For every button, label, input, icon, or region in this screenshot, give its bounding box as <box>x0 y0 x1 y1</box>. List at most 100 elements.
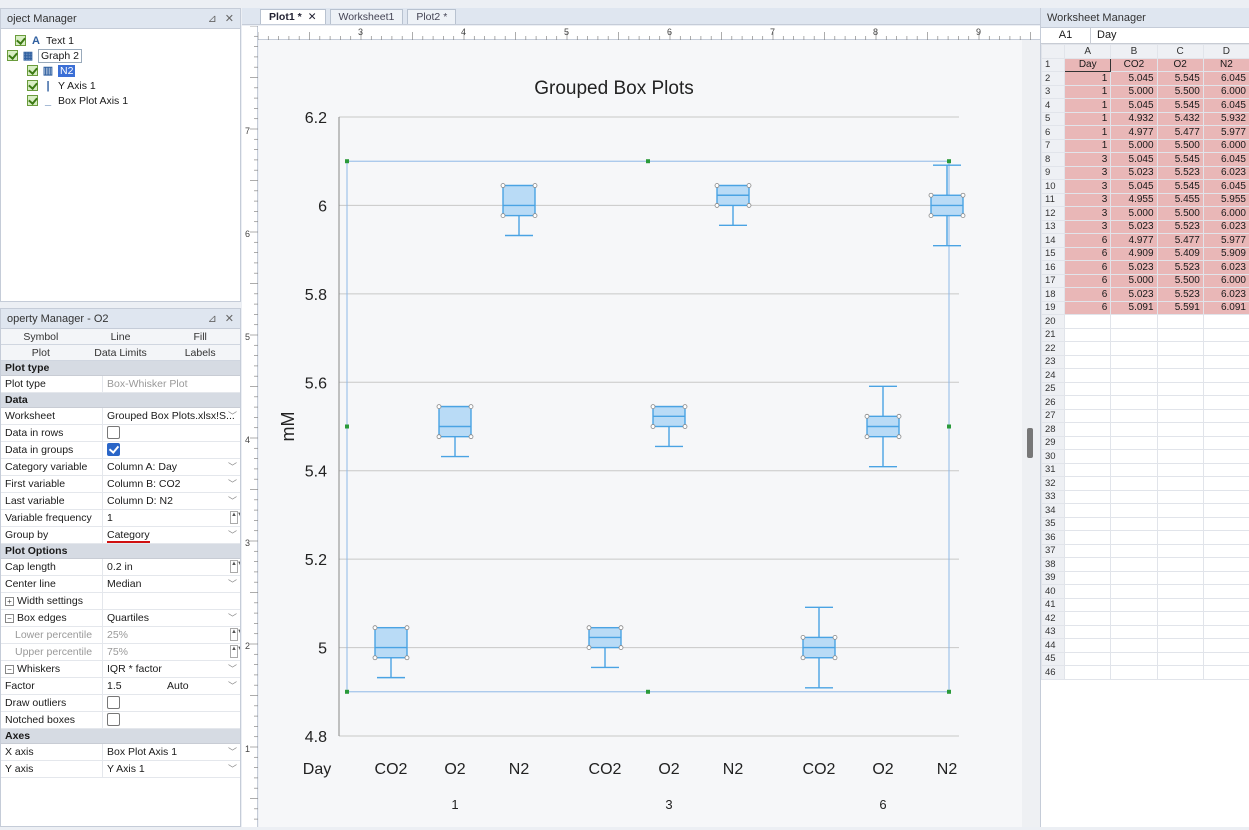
table-cell[interactable]: 4.932 <box>1111 112 1157 126</box>
property-value[interactable] <box>103 425 240 441</box>
table-cell[interactable] <box>1203 355 1249 369</box>
row-number[interactable]: 13 <box>1042 220 1065 234</box>
table-cell[interactable] <box>1157 450 1203 464</box>
table-cell[interactable]: 5.091 <box>1111 301 1157 315</box>
table-cell[interactable] <box>1111 328 1157 342</box>
table-cell[interactable]: O2 <box>1157 58 1203 72</box>
row-number[interactable]: 8 <box>1042 153 1065 167</box>
table-cell[interactable] <box>1065 423 1111 437</box>
row-number[interactable]: 43 <box>1042 625 1065 639</box>
table-cell[interactable]: N2 <box>1203 58 1249 72</box>
checkbox[interactable] <box>107 696 120 709</box>
table-cell[interactable] <box>1111 396 1157 410</box>
cell-value[interactable]: Day <box>1091 28 1117 43</box>
spinner-icon[interactable]: ▲▼ <box>230 628 238 641</box>
table-cell[interactable] <box>1203 463 1249 477</box>
table-cell[interactable] <box>1065 409 1111 423</box>
chevron-down-icon[interactable]: ﹀ <box>228 408 237 424</box>
table-cell[interactable]: 5.545 <box>1157 99 1203 113</box>
table-cell[interactable] <box>1157 315 1203 329</box>
table-cell[interactable] <box>1157 504 1203 518</box>
document-tab[interactable]: Plot1 *✕ <box>260 9 326 24</box>
row-number[interactable]: 23 <box>1042 355 1065 369</box>
table-cell[interactable] <box>1157 463 1203 477</box>
checkbox[interactable] <box>107 443 120 456</box>
cell-address[interactable]: A1 <box>1041 28 1091 43</box>
table-cell[interactable] <box>1111 490 1157 504</box>
row-number[interactable]: 19 <box>1042 301 1065 315</box>
row-number[interactable]: 5 <box>1042 112 1065 126</box>
box-plot-N2-day-1[interactable] <box>501 184 537 236</box>
table-cell[interactable] <box>1111 558 1157 572</box>
selection-handle[interactable] <box>947 425 951 429</box>
row-number[interactable]: 37 <box>1042 544 1065 558</box>
table-cell[interactable] <box>1065 328 1111 342</box>
row-number[interactable]: 3 <box>1042 85 1065 99</box>
table-cell[interactable] <box>1157 517 1203 531</box>
table-cell[interactable]: 5.023 <box>1111 220 1157 234</box>
property-value[interactable]: Y Axis 1﹀ <box>103 761 240 777</box>
row-number[interactable]: 40 <box>1042 585 1065 599</box>
tree-item[interactable]: |Y Axis 1 <box>1 78 240 93</box>
table-cell[interactable] <box>1203 382 1249 396</box>
row-number[interactable]: 27 <box>1042 409 1065 423</box>
table-cell[interactable] <box>1203 396 1249 410</box>
row-number[interactable]: 39 <box>1042 571 1065 585</box>
table-cell[interactable]: 6 <box>1065 261 1111 275</box>
property-value[interactable]: 1▲▼ <box>103 510 240 526</box>
property-value[interactable]: Box-Whisker Plot <box>103 376 240 392</box>
table-cell[interactable] <box>1203 450 1249 464</box>
table-cell[interactable] <box>1203 409 1249 423</box>
table-cell[interactable]: 5.591 <box>1157 301 1203 315</box>
table-cell[interactable] <box>1157 544 1203 558</box>
box-plot-CO2-day-1[interactable] <box>373 626 409 678</box>
property-tab[interactable]: Symbol <box>1 329 81 344</box>
table-cell[interactable] <box>1065 382 1111 396</box>
table-cell[interactable] <box>1203 585 1249 599</box>
chevron-down-icon[interactable]: ﹀ <box>228 527 237 543</box>
table-cell[interactable] <box>1065 450 1111 464</box>
chevron-down-icon[interactable]: ﹀ <box>228 744 237 760</box>
table-cell[interactable] <box>1157 436 1203 450</box>
property-row[interactable]: Data in rows <box>1 425 240 442</box>
close-icon[interactable]: ✕ <box>225 12 234 25</box>
visibility-checkbox-icon[interactable] <box>27 95 38 106</box>
row-number[interactable]: 2 <box>1042 72 1065 86</box>
row-number[interactable]: 26 <box>1042 396 1065 410</box>
table-cell[interactable] <box>1065 571 1111 585</box>
table-cell[interactable] <box>1065 639 1111 653</box>
table-cell[interactable]: 5.500 <box>1157 139 1203 153</box>
chevron-down-icon[interactable]: ﹀ <box>228 459 237 475</box>
spinner-icon[interactable]: ▲▼ <box>230 511 238 524</box>
table-cell[interactable] <box>1111 463 1157 477</box>
table-cell[interactable] <box>1203 490 1249 504</box>
collapse-icon[interactable]: − <box>5 665 14 674</box>
table-cell[interactable] <box>1157 328 1203 342</box>
box-plot-O2-day-3[interactable] <box>651 405 687 447</box>
table-cell[interactable]: 5.545 <box>1157 180 1203 194</box>
corner-cell[interactable] <box>1042 45 1065 59</box>
column-header[interactable]: B <box>1111 45 1157 59</box>
property-value[interactable]: 75%▲▼ <box>103 644 240 660</box>
table-cell[interactable] <box>1157 612 1203 626</box>
row-number[interactable]: 1 <box>1042 58 1065 72</box>
property-group-header[interactable]: Plot Options <box>1 544 240 559</box>
chevron-down-icon[interactable]: ﹀ <box>228 610 237 626</box>
table-cell[interactable]: 3 <box>1065 207 1111 221</box>
table-cell[interactable] <box>1203 571 1249 585</box>
property-value[interactable] <box>103 712 240 728</box>
table-cell[interactable]: 5.977 <box>1203 126 1249 140</box>
property-group-header[interactable]: Data <box>1 393 240 408</box>
row-number[interactable]: 9 <box>1042 166 1065 180</box>
table-cell[interactable]: 1 <box>1065 126 1111 140</box>
property-row[interactable]: Data in groups <box>1 442 240 459</box>
table-cell[interactable]: 4.977 <box>1111 126 1157 140</box>
table-cell[interactable] <box>1157 342 1203 356</box>
property-group-header[interactable]: Plot type <box>1 361 240 376</box>
table-cell[interactable]: 3 <box>1065 220 1111 234</box>
visibility-checkbox-icon[interactable] <box>15 35 26 46</box>
table-cell[interactable]: 5.477 <box>1157 234 1203 248</box>
